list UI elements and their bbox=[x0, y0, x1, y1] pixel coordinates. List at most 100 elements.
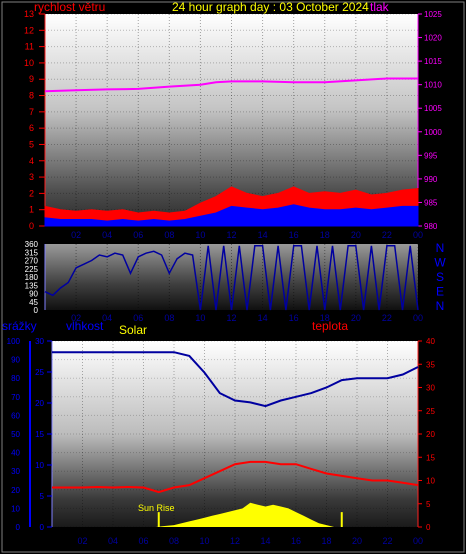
y-temperature-tick-label: 30 bbox=[426, 384, 435, 393]
y-left-tick-label: 7 bbox=[29, 107, 34, 117]
y-rain-tick-label: 60 bbox=[11, 411, 20, 420]
y-left-tick-label: 1 bbox=[29, 205, 34, 215]
x-tick-label: 14 bbox=[258, 230, 268, 240]
y-right-tick-label: 1010 bbox=[424, 81, 442, 90]
y-right-tick-label: 985 bbox=[424, 198, 438, 207]
y-humidity-tick-label: 30 bbox=[35, 337, 44, 346]
x-tick-label: 04 bbox=[108, 536, 118, 546]
y-rain-tick-label: 30 bbox=[11, 467, 20, 476]
y-temperature-tick-label: 40 bbox=[426, 337, 435, 346]
x-tick-label: 20 bbox=[352, 536, 362, 546]
y-temperature-tick-label: 20 bbox=[426, 430, 435, 439]
compass-label: N bbox=[436, 241, 445, 255]
y-right-tick-label: 1025 bbox=[424, 10, 442, 19]
x-tick-label: 14 bbox=[260, 536, 270, 546]
y-right-tick-label: 1005 bbox=[424, 104, 442, 113]
x-tick-label: 20 bbox=[351, 230, 361, 240]
compass-label: S bbox=[436, 270, 444, 284]
x-tick-label: 18 bbox=[320, 230, 330, 240]
compass-label: E bbox=[436, 285, 444, 299]
x-tick-label: 22 bbox=[382, 536, 392, 546]
wind-speed-series bbox=[44, 204, 419, 227]
wind-direction-plot-area bbox=[45, 244, 418, 310]
y-direction-tick-label: 90 bbox=[29, 290, 38, 299]
y-right-tick-label: 1020 bbox=[424, 34, 442, 43]
y-temperature-tick-label: 10 bbox=[426, 477, 435, 486]
x-tick-label: 12 bbox=[226, 230, 236, 240]
y-temperature-tick-label: 5 bbox=[426, 500, 431, 509]
y-rain-tick-label: 100 bbox=[7, 337, 21, 346]
x-tick-label: 12 bbox=[226, 313, 236, 323]
pressure-series bbox=[44, 77, 418, 93]
y-humidity-tick-label: 10 bbox=[35, 461, 44, 470]
solar-label: Solar bbox=[119, 323, 147, 337]
x-tick-label: 02 bbox=[71, 313, 81, 323]
y-rain-tick-label: 50 bbox=[11, 430, 20, 439]
temperature-series bbox=[52, 460, 419, 494]
y-rain-tick-label: 80 bbox=[11, 374, 20, 383]
x-tick-label: 00 bbox=[413, 230, 423, 240]
y-left-tick-label: 10 bbox=[24, 58, 34, 68]
y-left-tick-label: 12 bbox=[24, 25, 34, 35]
y-rain-tick-label: 70 bbox=[11, 393, 20, 402]
humidity-series bbox=[52, 351, 419, 408]
y-humidity-tick-label: 15 bbox=[35, 430, 44, 439]
x-tick-label: 22 bbox=[382, 313, 392, 323]
y-right-tick-label: 1015 bbox=[424, 57, 442, 66]
y-direction-tick-label: 270 bbox=[25, 257, 39, 266]
y-right-tick-label: 1000 bbox=[424, 128, 442, 137]
x-tick-label: 16 bbox=[289, 313, 299, 323]
y-left-tick-label: 11 bbox=[25, 42, 34, 52]
x-tick-label: 06 bbox=[133, 230, 143, 240]
x-tick-label: 18 bbox=[321, 536, 331, 546]
x-tick-label: 08 bbox=[164, 230, 174, 240]
x-tick-label: 18 bbox=[320, 313, 330, 323]
y-direction-tick-label: 135 bbox=[25, 281, 39, 290]
x-tick-label: 00 bbox=[413, 536, 423, 546]
y-temperature-tick-label: 0 bbox=[426, 523, 431, 532]
x-tick-label: 14 bbox=[258, 313, 268, 323]
x-tick-label: 02 bbox=[77, 536, 87, 546]
y-rain-tick-label: 0 bbox=[16, 523, 21, 532]
x-tick-label: 04 bbox=[102, 313, 112, 323]
y-humidity-tick-label: 25 bbox=[35, 368, 44, 377]
x-tick-label: 10 bbox=[195, 313, 205, 323]
solar-series bbox=[155, 502, 335, 527]
pressure-axis-label: tlak bbox=[370, 0, 390, 14]
compass-label: W bbox=[434, 256, 446, 270]
y-left-tick-label: 9 bbox=[29, 74, 34, 84]
x-tick-label: 08 bbox=[164, 313, 174, 323]
y-humidity-tick-label: 20 bbox=[35, 399, 44, 408]
y-temperature-tick-label: 35 bbox=[426, 360, 435, 369]
y-left-tick-label: 8 bbox=[29, 91, 34, 101]
x-tick-label: 16 bbox=[291, 536, 301, 546]
x-tick-label: 10 bbox=[199, 536, 209, 546]
y-direction-tick-label: 360 bbox=[25, 240, 39, 249]
y-humidity-tick-label: 5 bbox=[40, 492, 45, 501]
y-direction-tick-label: 45 bbox=[29, 298, 38, 307]
x-tick-label: 22 bbox=[382, 230, 392, 240]
sunrise-label: Sun Rise bbox=[138, 503, 175, 513]
y-direction-tick-label: 180 bbox=[25, 273, 39, 282]
y-left-tick-label: 6 bbox=[29, 123, 34, 133]
y-right-tick-label: 995 bbox=[424, 151, 438, 160]
y-direction-tick-label: 0 bbox=[34, 306, 39, 315]
y-temperature-tick-label: 25 bbox=[426, 407, 435, 416]
y-direction-tick-label: 315 bbox=[25, 248, 39, 257]
y-rain-tick-label: 20 bbox=[11, 486, 20, 495]
x-tick-label: 00 bbox=[413, 313, 423, 323]
x-tick-label: 20 bbox=[351, 313, 361, 323]
y-rain-tick-label: 40 bbox=[11, 449, 20, 458]
y-left-tick-label: 2 bbox=[29, 188, 34, 198]
x-tick-label: 10 bbox=[195, 230, 205, 240]
y-direction-tick-label: 225 bbox=[25, 265, 39, 274]
humidity-temperature-plot-area bbox=[52, 341, 418, 527]
temperature-axis-label: teplota bbox=[312, 319, 348, 333]
x-tick-label: 06 bbox=[138, 536, 148, 546]
chart-title: 24 hour graph day : 03 October 2024 bbox=[172, 0, 369, 14]
rain-axis-label: srážky bbox=[2, 319, 37, 333]
wind-direction-series bbox=[44, 245, 419, 311]
y-rain-tick-label: 90 bbox=[11, 356, 20, 365]
y-right-tick-label: 980 bbox=[424, 222, 438, 231]
